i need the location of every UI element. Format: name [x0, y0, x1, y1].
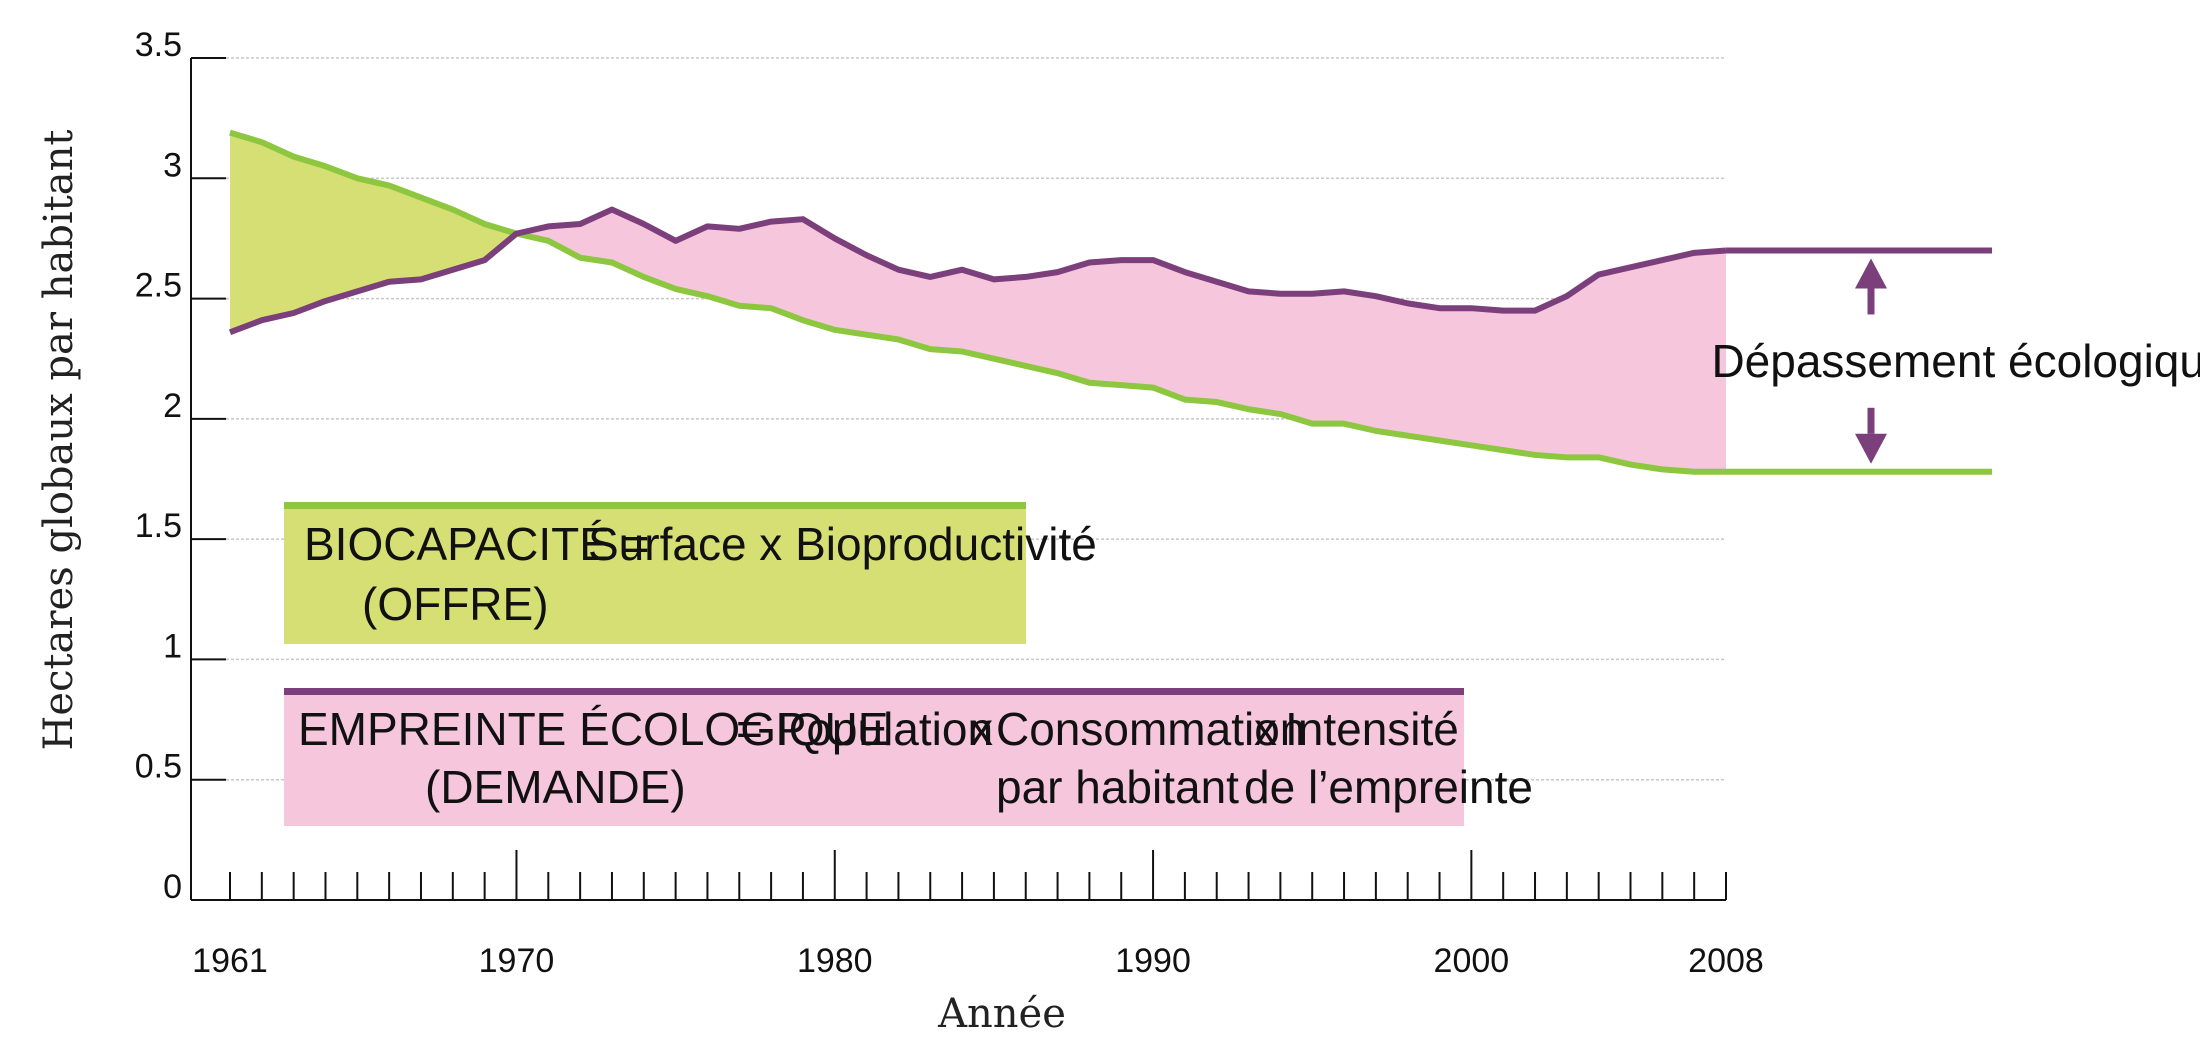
- series-lines: [228, 129, 1727, 475]
- footprint-intensity-term: Intensité: [1285, 703, 1459, 755]
- y-tick-label: 3: [163, 146, 182, 184]
- biocapacity-box-bar: [284, 502, 1026, 509]
- biocapacity-formula-lhs: BIOCAPACITÉ =: [304, 518, 650, 570]
- overshoot-annotation: Dépassement écologique: [1711, 247, 2200, 475]
- footprint-title: EMPREINTE ÉCOLOGIQUE: [298, 703, 888, 755]
- biocapacity-formula-rhs: Surface x Bioproductivité: [588, 518, 1097, 570]
- footprint-legend-box: EMPREINTE ÉCOLOGIQUE (DEMANDE) = Populat…: [284, 688, 1533, 826]
- y-tick-label: 1: [163, 627, 182, 665]
- deficit-area: [516, 209, 1727, 472]
- overshoot-label: Dépassement écologique: [1711, 335, 2200, 387]
- footprint-box-bar: [284, 688, 1464, 695]
- surplus-area: [230, 132, 517, 333]
- x-axis-title: Année: [937, 991, 1066, 1037]
- y-tick-label: 3.5: [135, 26, 182, 64]
- axes: [190, 57, 1727, 901]
- arrow-down-icon: [1855, 433, 1887, 464]
- y-tick-label: 0.5: [135, 748, 182, 786]
- x-tick-label: 2000: [1434, 942, 1510, 980]
- biocapacity-box-bg: [284, 502, 1026, 644]
- y-tick-label: 2.5: [135, 267, 182, 305]
- footprint-multiply-2: x: [1254, 703, 1277, 755]
- biocapacity-line: [229, 129, 1726, 475]
- x-tick-label: 1980: [797, 942, 873, 980]
- biocapacity-offre-label: (OFFRE): [362, 578, 549, 630]
- x-tick-label: 1970: [479, 942, 555, 980]
- footprint-consumption-term: Consommation: [996, 703, 1305, 755]
- biocapacity-legend-box: BIOCAPACITÉ = Surface x Bioproductivité …: [284, 502, 1097, 644]
- footprint-box-bg: [284, 688, 1464, 826]
- x-tick-label: 1990: [1115, 942, 1191, 980]
- footprint-line: [228, 206, 1727, 336]
- footprint-population-term: = Population: [736, 703, 993, 755]
- arrow-up-icon: [1855, 258, 1887, 289]
- tick-labels: 0 0.5 1 1.5 2 2.5 3 3.5 1961 1970 1980 1990 2000 2008: [135, 26, 1764, 980]
- y-tick-label: 2: [163, 387, 182, 425]
- footprint-consumption-sub: par habitant: [996, 761, 1239, 813]
- footprint-intensity-sub: de l’empreinte: [1244, 761, 1533, 813]
- footprint-multiply-1: x: [970, 703, 993, 755]
- x-tick-label: 1961: [192, 942, 268, 980]
- y-tick-label: 1.5: [135, 507, 182, 545]
- footprint-demande-label: (DEMANDE): [425, 761, 686, 813]
- y-axis-title: Hectares globaux par habitant: [36, 130, 82, 751]
- area-fills: [230, 132, 1727, 472]
- y-tick-label: 0: [163, 868, 182, 906]
- x-tick-label: 2008: [1688, 942, 1764, 980]
